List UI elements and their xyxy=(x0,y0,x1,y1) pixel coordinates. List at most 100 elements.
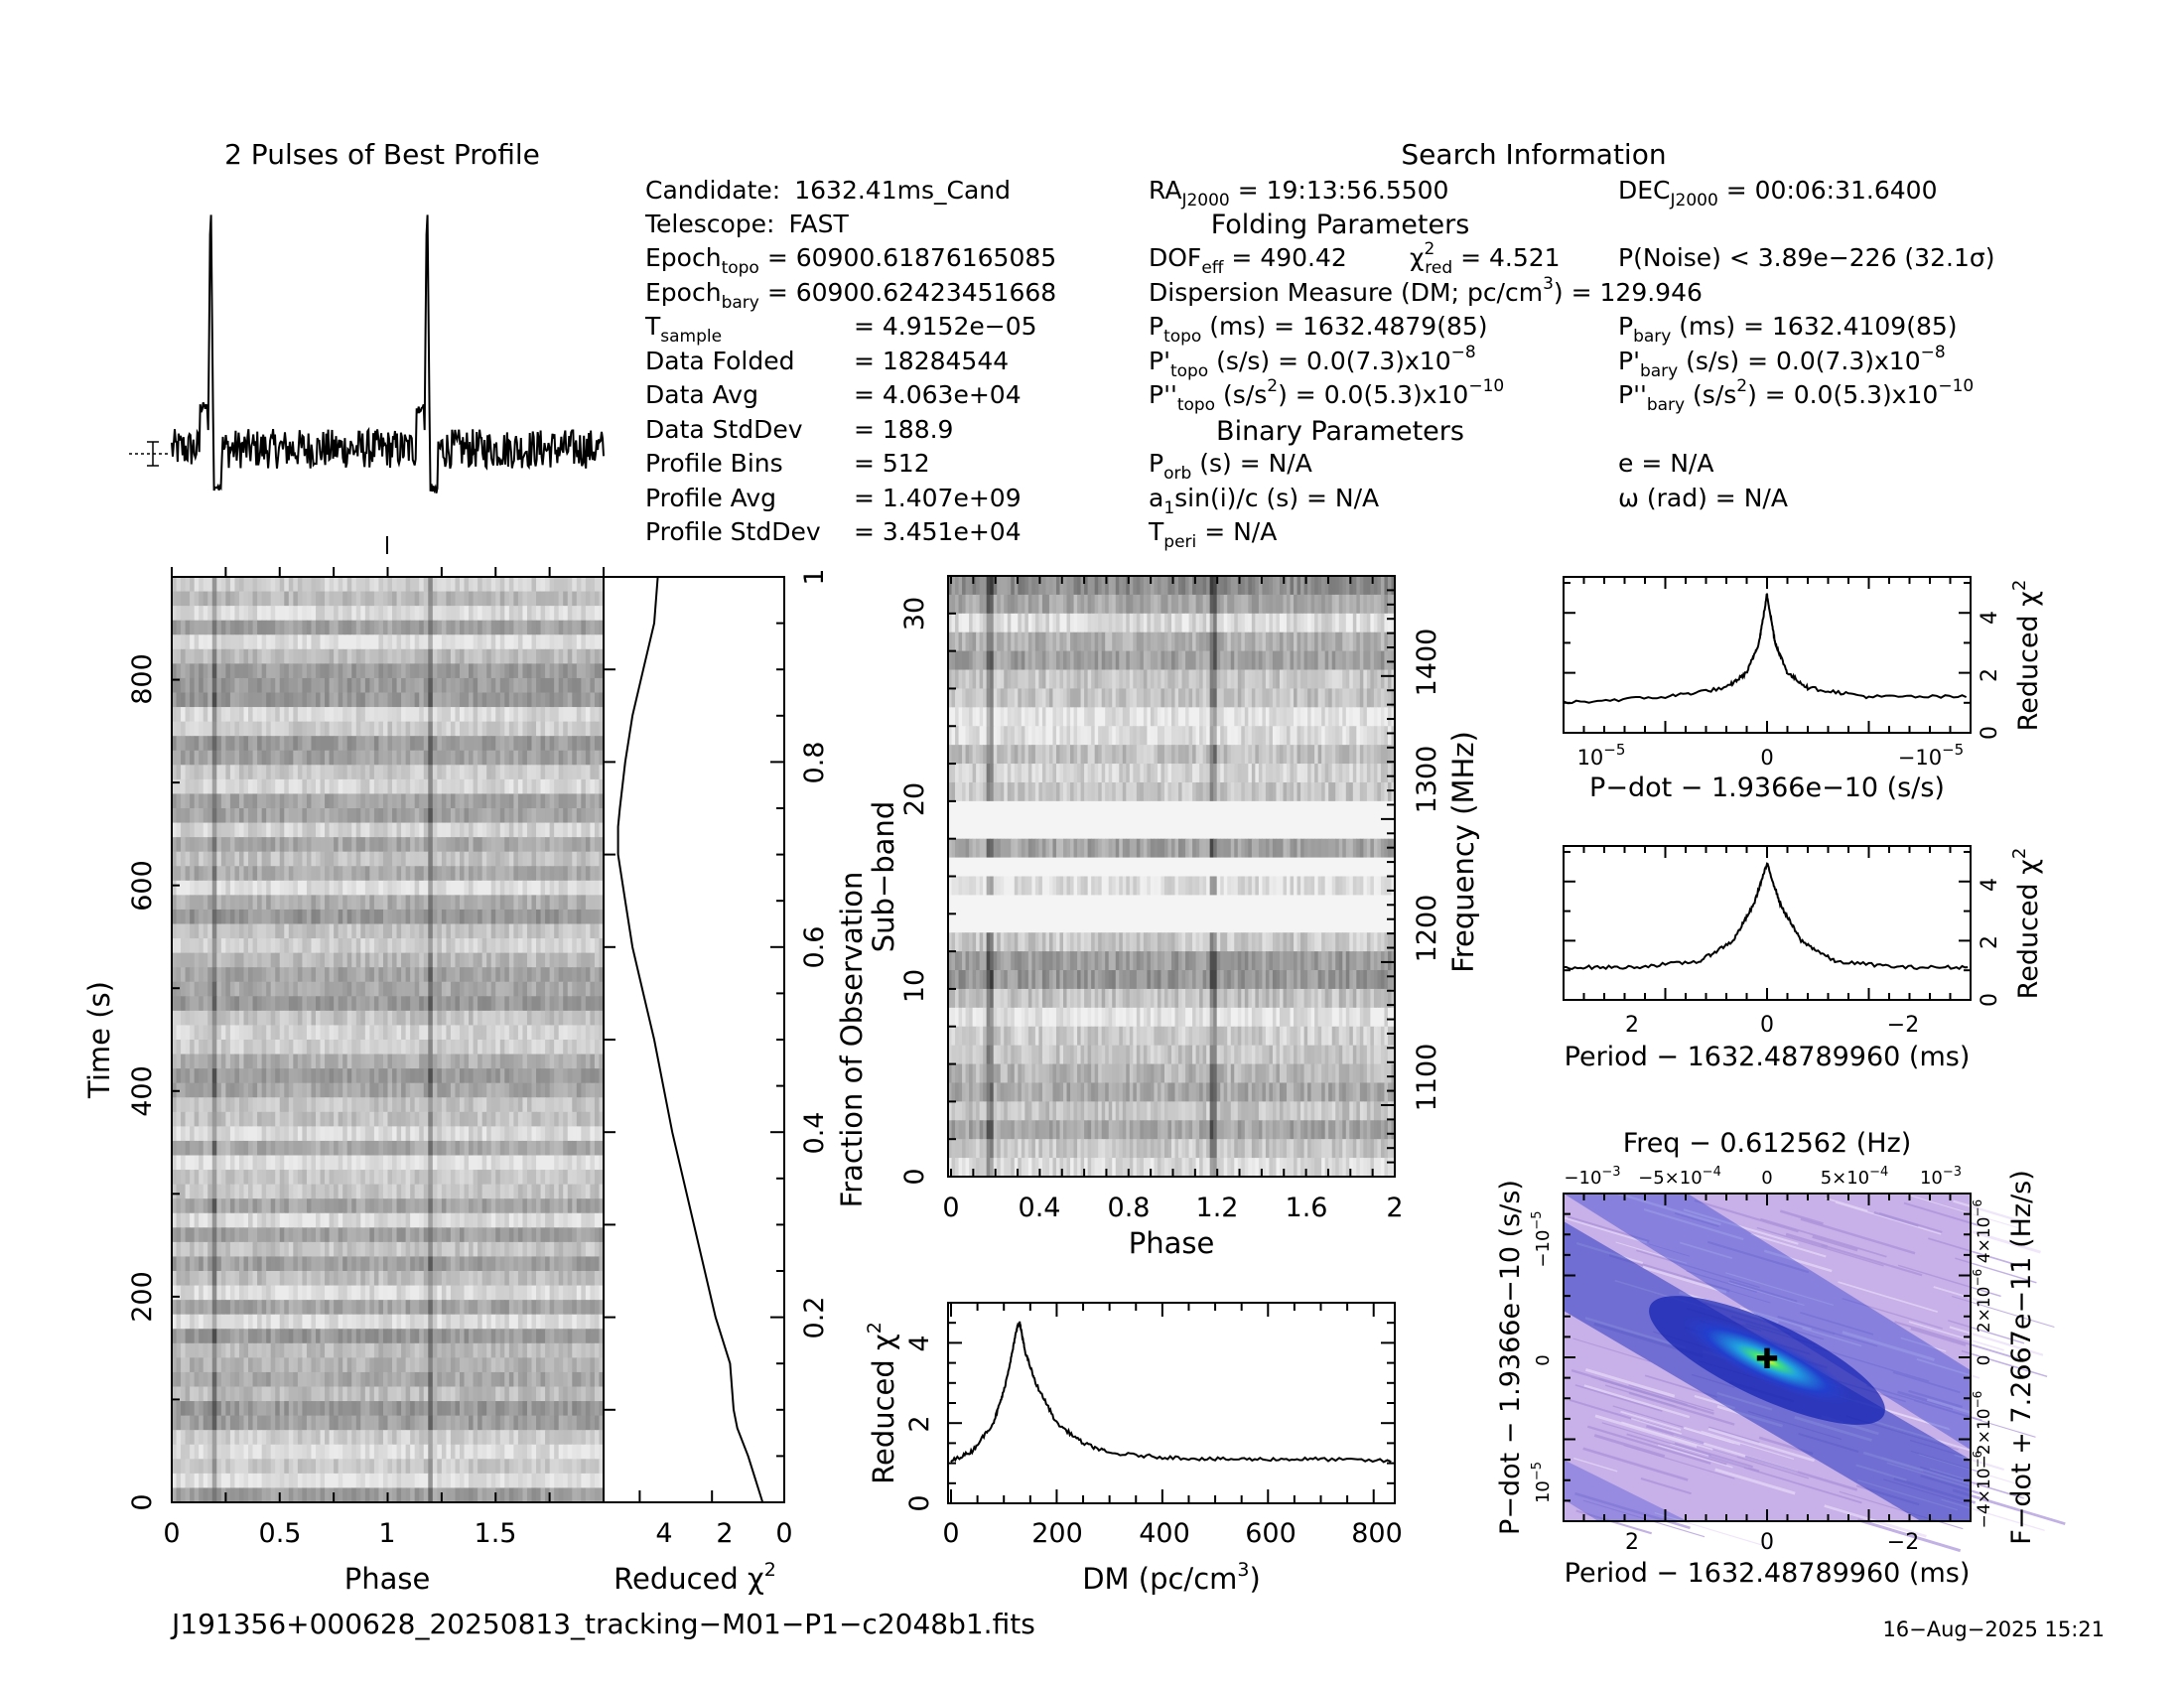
heatmap-cell xyxy=(469,765,475,780)
heatmap-cell xyxy=(279,1155,285,1171)
heatmap-cell xyxy=(576,1241,582,1258)
heatmap-cell xyxy=(275,895,281,911)
heatmap-cell xyxy=(216,1111,222,1127)
heatmap-cell xyxy=(401,663,407,679)
heatmap-cell xyxy=(248,1285,254,1301)
heatmap-cell xyxy=(351,1184,357,1199)
heatmap-cell xyxy=(590,1300,596,1316)
heatmap-cell xyxy=(410,1082,416,1098)
heatmap-cell xyxy=(432,793,438,809)
heatmap-cell xyxy=(540,1010,546,1027)
heatmap-cell xyxy=(176,938,182,954)
heatmap-cell xyxy=(481,895,487,911)
heatmap-cell xyxy=(378,1256,384,1272)
heatmap-cell xyxy=(419,923,425,939)
heatmap-cell xyxy=(194,996,200,1012)
heatmap-cell xyxy=(320,1285,326,1301)
heatmap-cell xyxy=(288,591,294,607)
heatmap-cell xyxy=(257,1155,263,1171)
heatmap-cell xyxy=(387,1082,393,1098)
heatmap-cell xyxy=(526,707,533,723)
heatmap-cell xyxy=(225,1271,231,1287)
heatmap-cell xyxy=(225,620,231,635)
heatmap-cell xyxy=(401,895,407,911)
heatmap-cell xyxy=(490,1256,496,1272)
heatmap-cell xyxy=(437,606,443,622)
heatmap-cell xyxy=(207,634,213,650)
heatmap-cell xyxy=(238,620,245,635)
heatmap-cell xyxy=(522,1170,528,1186)
heatmap-cell xyxy=(531,1212,537,1228)
heatmap-cell xyxy=(320,1140,326,1157)
heatmap-cell xyxy=(554,1126,560,1142)
heatmap-cell xyxy=(243,577,249,593)
heatmap-cell xyxy=(355,634,361,650)
heatmap-cell xyxy=(360,577,366,593)
heatmap-cell xyxy=(405,663,411,679)
heatmap-cell xyxy=(266,1212,272,1228)
heatmap-cell xyxy=(536,1184,542,1199)
heatmap-cell xyxy=(382,620,389,635)
heatmap-cell xyxy=(526,880,533,896)
heatmap-cell xyxy=(325,577,331,593)
heatmap-cell xyxy=(437,765,443,780)
heatmap-cell xyxy=(306,707,313,723)
heatmap-cell xyxy=(364,577,370,593)
info-data-folded-label: Data Folded xyxy=(645,347,795,375)
heatmap-cell xyxy=(229,1040,236,1055)
heatmap-cell xyxy=(387,1097,393,1113)
heatmap-cell xyxy=(248,648,254,664)
heatmap-cell xyxy=(382,981,389,997)
heatmap-cell xyxy=(203,909,208,925)
heatmap-cell xyxy=(392,880,398,896)
heatmap-cell xyxy=(594,591,601,607)
heatmap-cell xyxy=(288,1198,294,1214)
heatmap-cell xyxy=(563,1010,569,1027)
heatmap-cell xyxy=(401,721,407,737)
heatmap-cell xyxy=(531,822,537,838)
heatmap-cell xyxy=(176,1184,182,1199)
heatmap-cell xyxy=(275,1285,281,1301)
heatmap-cell xyxy=(594,851,601,867)
heatmap-cell xyxy=(346,648,352,664)
heatmap-cell xyxy=(311,677,317,694)
heatmap-cell xyxy=(216,1256,222,1272)
heatmap-cell xyxy=(190,677,196,694)
heatmap-cell xyxy=(428,736,434,752)
heatmap-cell xyxy=(410,677,416,694)
heatmap-cell xyxy=(405,981,411,997)
heatmap-cell xyxy=(279,1040,285,1055)
heatmap-cell xyxy=(176,736,182,752)
heatmap-cell xyxy=(455,851,461,867)
heatmap-cell xyxy=(450,880,457,896)
heatmap-cell xyxy=(499,808,505,824)
heatmap-cell xyxy=(585,1068,592,1084)
heatmap-cell xyxy=(499,1271,505,1287)
heatmap-cell xyxy=(316,648,322,664)
heatmap-cell xyxy=(176,1170,182,1186)
heatmap-cell xyxy=(297,952,304,968)
heatmap-cell xyxy=(549,1111,555,1127)
heatmap-cell xyxy=(558,1271,564,1287)
heatmap-cell xyxy=(293,1241,299,1258)
heatmap-cell xyxy=(338,1082,343,1098)
heatmap-cell xyxy=(387,677,393,694)
heatmap-cell xyxy=(207,1212,213,1228)
heatmap-cell xyxy=(176,1040,182,1055)
heatmap-cell xyxy=(558,1212,564,1228)
heatmap-cell xyxy=(211,677,217,694)
heatmap-cell xyxy=(373,750,380,766)
heatmap-cell xyxy=(320,1271,326,1287)
heatmap-cell xyxy=(252,909,258,925)
heatmap-cell xyxy=(504,880,510,896)
heatmap-cell xyxy=(567,577,573,593)
heatmap-cell xyxy=(293,736,299,752)
heatmap-cell xyxy=(270,1170,276,1186)
heatmap-cell xyxy=(275,663,281,679)
heatmap-cell xyxy=(364,923,370,939)
heatmap-cell xyxy=(334,692,340,708)
heatmap-cell xyxy=(396,692,402,708)
heatmap-cell xyxy=(423,750,429,766)
heatmap-cell xyxy=(338,851,343,867)
heatmap-cell xyxy=(297,1097,304,1113)
